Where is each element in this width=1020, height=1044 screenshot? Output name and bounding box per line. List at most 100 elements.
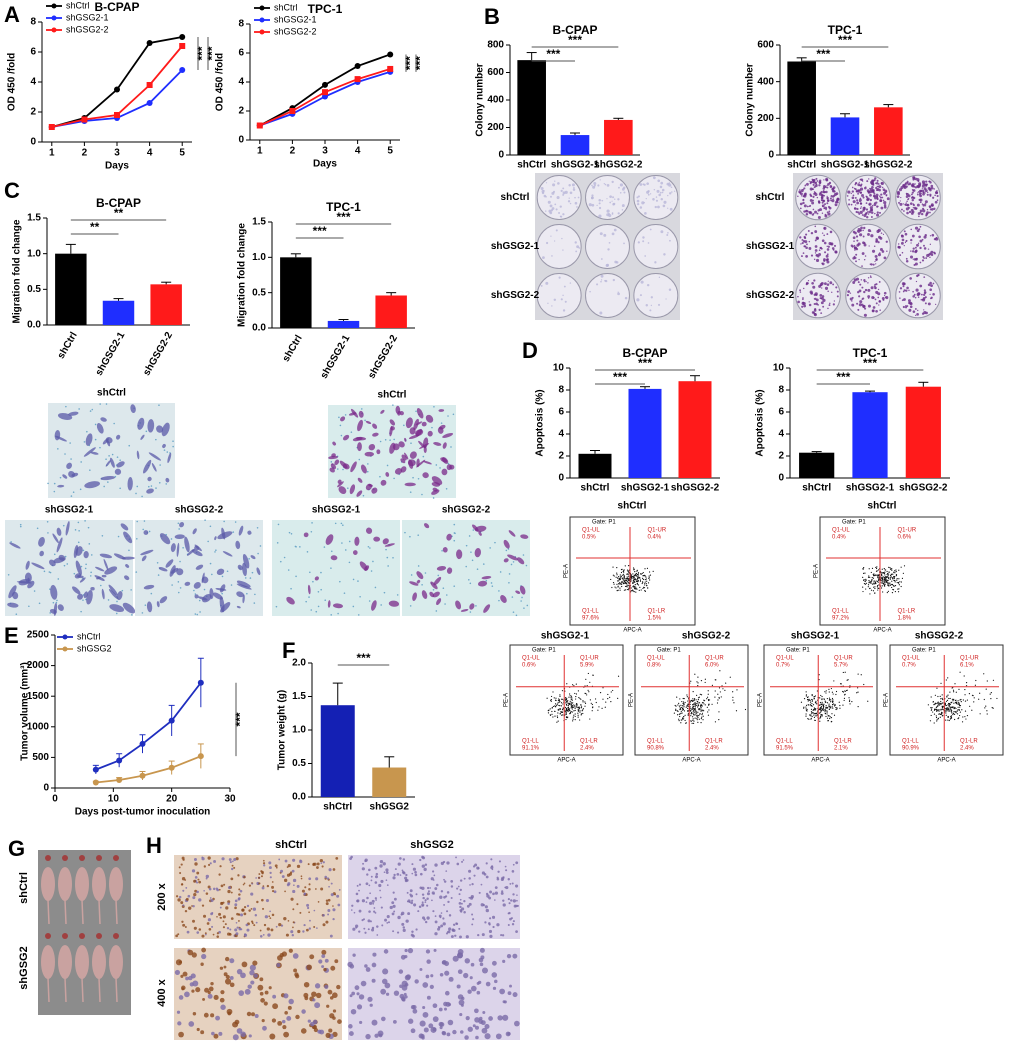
pore (432, 497, 435, 499)
nucleus (410, 894, 414, 898)
colony (807, 229, 810, 232)
nucleus (240, 972, 246, 979)
event (990, 692, 992, 694)
colony (623, 191, 626, 194)
event (961, 721, 964, 723)
event (683, 706, 685, 708)
colony (902, 285, 905, 288)
nucleus (491, 972, 498, 978)
colony (866, 180, 869, 183)
colony (557, 182, 560, 185)
flow-x-label: APC-A (811, 758, 829, 764)
event (897, 588, 899, 590)
event (815, 715, 817, 717)
nucleus (322, 861, 325, 864)
event (893, 571, 895, 573)
pore (317, 590, 320, 593)
event (574, 705, 576, 707)
y-axis-label: Migration fold change (12, 219, 23, 323)
nucleus (452, 1029, 457, 1035)
nucleus (185, 976, 189, 981)
event (876, 580, 879, 582)
event (890, 575, 892, 577)
event (829, 701, 832, 703)
colony (821, 201, 824, 204)
event (826, 711, 828, 713)
event (622, 573, 625, 575)
panel-letter: B (484, 4, 500, 29)
colony (913, 185, 916, 188)
nucleus (211, 1031, 215, 1036)
nucleus (253, 924, 256, 927)
colony (822, 305, 825, 308)
event (857, 691, 859, 693)
nucleus (446, 861, 450, 865)
colony (913, 258, 917, 261)
marker (197, 753, 204, 760)
colony (593, 182, 597, 186)
event (939, 716, 941, 718)
nucleus (204, 932, 207, 935)
event (577, 712, 579, 714)
nucleus (358, 994, 365, 1000)
nucleus (379, 859, 384, 864)
nucleus (364, 964, 368, 968)
event (553, 697, 555, 699)
colony (903, 244, 905, 247)
event (902, 572, 904, 574)
cell (194, 545, 200, 551)
event (890, 583, 892, 586)
plot-label: shGSG2-1 (791, 631, 840, 642)
colony (644, 212, 647, 215)
pore (290, 532, 293, 535)
event (676, 696, 678, 698)
event (582, 708, 585, 710)
colony (860, 206, 862, 208)
cell (143, 584, 155, 590)
event (699, 705, 702, 707)
event (808, 699, 810, 701)
nucleus (192, 896, 196, 900)
pore (362, 494, 365, 497)
flow-x-label: APC-A (623, 628, 641, 634)
event (810, 711, 813, 713)
event (940, 700, 942, 703)
colony (921, 259, 925, 262)
cell (332, 603, 344, 609)
nucleus (358, 930, 361, 933)
nucleus (358, 889, 360, 892)
nucleus (248, 1034, 252, 1038)
cell (416, 458, 420, 468)
event (933, 703, 935, 706)
cell (75, 560, 82, 576)
image-label: shGSG2-1 (45, 505, 94, 516)
nucleus (216, 915, 218, 918)
nucleus (219, 865, 222, 868)
event (618, 579, 620, 581)
event (826, 706, 828, 709)
event (703, 710, 705, 712)
colony (855, 253, 858, 256)
event (895, 575, 898, 577)
colony (928, 253, 931, 256)
event (703, 699, 705, 701)
y-tick-label: 2500 (27, 630, 50, 641)
nucleus (178, 866, 181, 869)
ihc-image (174, 855, 342, 939)
nucleus (239, 913, 244, 917)
cell (472, 524, 479, 532)
y-tick-label: 0 (238, 135, 244, 146)
event (887, 579, 889, 581)
nucleus (329, 996, 334, 1000)
nucleus (378, 883, 382, 888)
event (831, 703, 834, 706)
event (557, 720, 559, 722)
nucleus (324, 958, 329, 963)
nucleus (316, 862, 320, 866)
nucleus (384, 982, 391, 989)
event (832, 703, 835, 705)
event (644, 590, 646, 592)
event (829, 706, 831, 708)
nucleus (322, 913, 325, 917)
event (941, 705, 943, 707)
